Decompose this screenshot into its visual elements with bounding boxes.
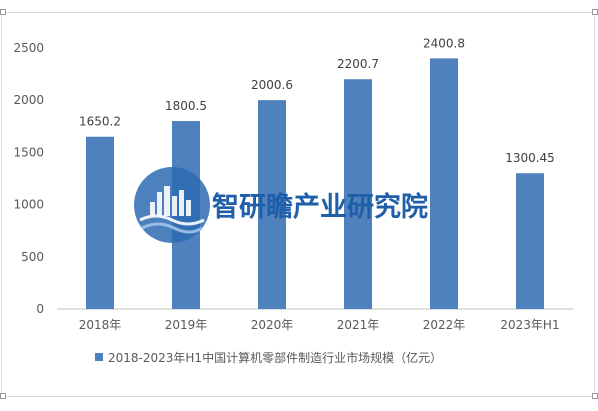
data-label: 1650.2 xyxy=(79,115,121,129)
x-tick-label: 2021年 xyxy=(337,318,380,332)
legend-swatch xyxy=(95,353,103,361)
data-label: 1800.5 xyxy=(165,99,207,113)
y-tick-label: 500 xyxy=(21,250,44,264)
y-tick-label: 2000 xyxy=(13,93,44,107)
resize-handle-bottom-left[interactable] xyxy=(0,393,6,399)
y-tick-label: 1000 xyxy=(13,198,44,212)
x-tick-label: 2018年 xyxy=(79,318,122,332)
y-tick-label: 1500 xyxy=(13,145,44,159)
bar[interactable] xyxy=(430,58,458,310)
watermark: 智研瞻产业研究院 xyxy=(134,167,428,243)
bar[interactable] xyxy=(86,136,114,309)
x-tick-label: 2019年 xyxy=(165,318,208,332)
watermark-logo-wave-2 xyxy=(141,222,203,234)
legend-label: 2018-2023年H1中国计算机零部件制造行业市场规模（亿元） xyxy=(108,350,442,365)
x-tick-label: 2023年H1 xyxy=(500,318,559,332)
watermark-logo-wave xyxy=(139,214,205,226)
x-tick-label: 2020年 xyxy=(251,318,294,332)
data-label: 2400.8 xyxy=(423,36,465,50)
data-label: 2000.6 xyxy=(251,78,293,92)
data-label: 2200.7 xyxy=(337,57,379,71)
watermark-text: 智研瞻产业研究院 xyxy=(212,191,428,223)
bar[interactable] xyxy=(258,100,286,309)
legend[interactable]: 2018-2023年H1中国计算机零部件制造行业市场规模（亿元） xyxy=(95,350,442,365)
resize-handle-top-left[interactable] xyxy=(0,9,6,15)
bar[interactable] xyxy=(344,79,372,309)
bar[interactable] xyxy=(516,173,544,309)
data-label: 1300.45 xyxy=(505,151,555,165)
watermark-logo-skyline xyxy=(150,186,191,216)
y-tick-label: 0 xyxy=(36,302,44,316)
x-tick-label: 2022年 xyxy=(423,318,466,332)
y-tick-label: 2500 xyxy=(13,41,44,55)
